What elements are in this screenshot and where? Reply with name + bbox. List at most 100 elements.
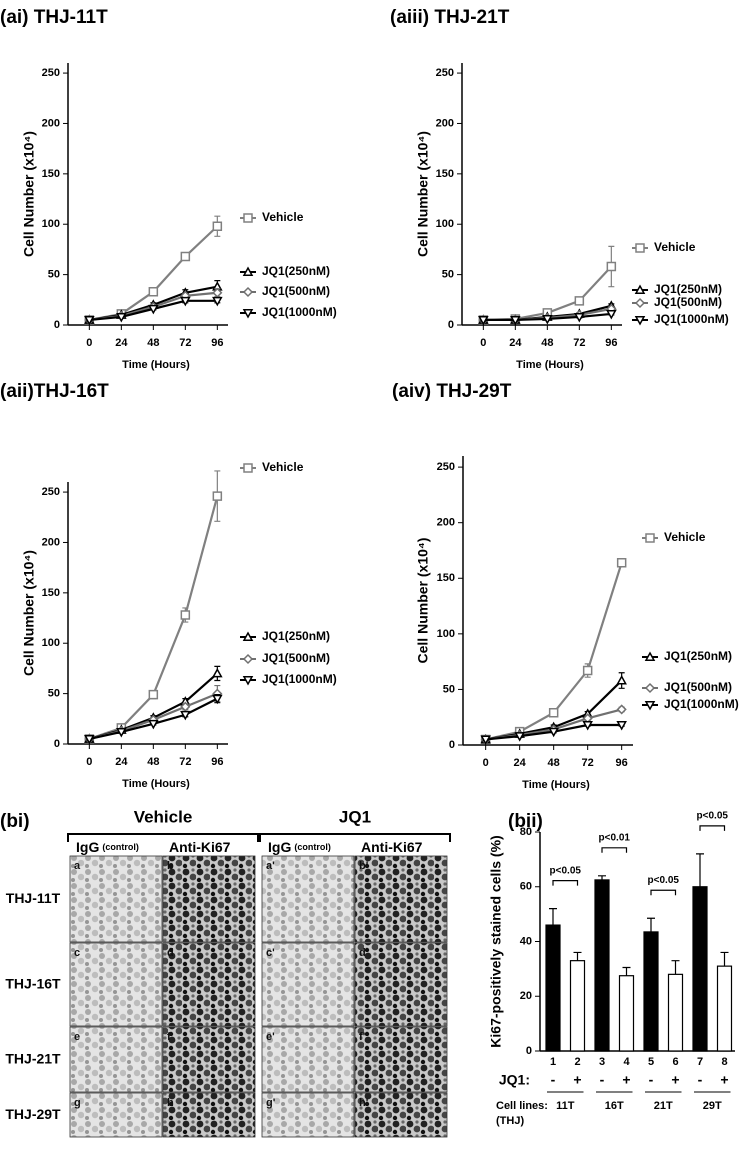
x-axis-label: Time (Hours) (516, 359, 584, 371)
panel-title: (aiv) THJ-29T (392, 381, 512, 402)
column-label: Anti-Ki67 (169, 839, 231, 855)
legend-marker (242, 631, 254, 641)
micrograph-letter: d' (359, 947, 369, 959)
marker (582, 665, 593, 676)
bar (569, 960, 586, 1052)
x-tick-label: 0 (480, 337, 486, 349)
cell-line-label: 21T (654, 1100, 673, 1112)
panel-title: (aii)THJ-16T (0, 381, 109, 402)
micrograph-letter: f' (359, 1031, 366, 1043)
jq1-sign: - (551, 1072, 556, 1088)
marker (148, 719, 159, 730)
micrograph (354, 1092, 448, 1138)
x-tick-label: 72 (582, 757, 594, 769)
y-tick-label: 200 (437, 517, 455, 529)
y-tick-label: 60 (520, 881, 532, 893)
marker (212, 296, 223, 307)
y-tick-label: 250 (437, 461, 455, 473)
legend-marker (242, 266, 254, 276)
significance-bracket (601, 847, 628, 853)
y-tick-label: 250 (436, 67, 454, 79)
marker (116, 312, 127, 323)
jq1-sign: + (622, 1072, 630, 1088)
legend-label: JQ1(500nM) (262, 651, 330, 665)
group-bracket (67, 833, 259, 842)
legend-marker (242, 309, 254, 319)
column-label-main: IgG (268, 839, 291, 855)
group-label: Vehicle (134, 807, 193, 826)
marker (616, 704, 627, 715)
x-tick-label: 72 (179, 756, 191, 768)
error-bar (671, 960, 680, 975)
significance-bracket (552, 880, 579, 886)
y-tick-label: 200 (42, 536, 60, 548)
column-label-main: IgG (76, 839, 99, 855)
bar (594, 879, 610, 1052)
legend-marker (645, 533, 655, 543)
micrograph (354, 1026, 448, 1093)
micrograph (162, 1092, 256, 1138)
bar (618, 975, 635, 1052)
marker (514, 732, 525, 742)
x-axis-label: Time (Hours) (122, 359, 190, 371)
y-tick-label: 150 (42, 168, 60, 180)
significance-bracket (699, 825, 726, 831)
significance-bracket (650, 889, 677, 896)
x-axis-label: Time (Hours) (122, 778, 190, 790)
micrograph (354, 855, 448, 943)
x-tick-label: 48 (147, 337, 159, 349)
jq1-sign: - (649, 1072, 654, 1088)
legend-label: Vehicle (654, 240, 696, 254)
legend-label: JQ1(250nM) (664, 649, 732, 663)
jq1-sign: + (720, 1072, 728, 1088)
legend-marker (634, 284, 646, 294)
legend-label: JQ1(250nM) (654, 282, 722, 296)
y-tick-label: 50 (48, 269, 60, 281)
y-tick-label: 80 (520, 826, 532, 838)
column-label: IgG (control) (268, 839, 331, 855)
marker (606, 309, 617, 320)
p-value: p<0.05 (550, 865, 582, 876)
row-label: THJ-29T (5, 1106, 61, 1122)
column-label: Anti-Ki67 (361, 839, 423, 855)
y-tick-label: 150 (436, 168, 454, 180)
column-label-note: (control) (102, 842, 139, 852)
marker (84, 316, 95, 326)
legend-marker (242, 286, 254, 298)
micrograph (261, 855, 355, 943)
column-label: IgG (control) (76, 839, 139, 855)
x-tick-label: 7 (697, 1056, 703, 1068)
legend-marker (644, 682, 656, 694)
micrograph-letter: h (167, 1097, 174, 1109)
y-tick-label: 150 (42, 587, 60, 599)
x-tick-label: 2 (574, 1056, 580, 1068)
jq1-sign: + (573, 1072, 581, 1088)
bar (667, 973, 684, 1052)
marker (582, 721, 593, 731)
row-label: THJ-16T (5, 976, 61, 992)
y-tick-label: 100 (436, 218, 454, 230)
group-bracket (259, 833, 451, 842)
column-label-main: Anti-Ki67 (169, 839, 231, 855)
error-bar (573, 951, 582, 961)
y-tick-label: 50 (48, 688, 60, 700)
legend-label: Vehicle (262, 210, 304, 224)
legend-label: Vehicle (262, 460, 304, 474)
marker (148, 689, 159, 700)
y-tick-label: 50 (443, 683, 455, 695)
y-tick-label: 200 (42, 117, 60, 129)
cell-line-label: 16T (605, 1100, 624, 1112)
legend-label: JQ1(1000nM) (262, 305, 337, 319)
bar (716, 965, 733, 1052)
column-label-note: (control) (294, 842, 331, 852)
micrograph (354, 942, 448, 1027)
marker (574, 312, 585, 323)
marker (606, 261, 617, 272)
micrograph-letter: f (167, 1031, 171, 1043)
y-tick-label: 250 (42, 67, 60, 79)
marker (116, 727, 127, 738)
legend-marker (242, 653, 254, 665)
p-value: p<0.01 (599, 832, 631, 843)
micrograph (162, 855, 256, 943)
marker (574, 296, 585, 306)
